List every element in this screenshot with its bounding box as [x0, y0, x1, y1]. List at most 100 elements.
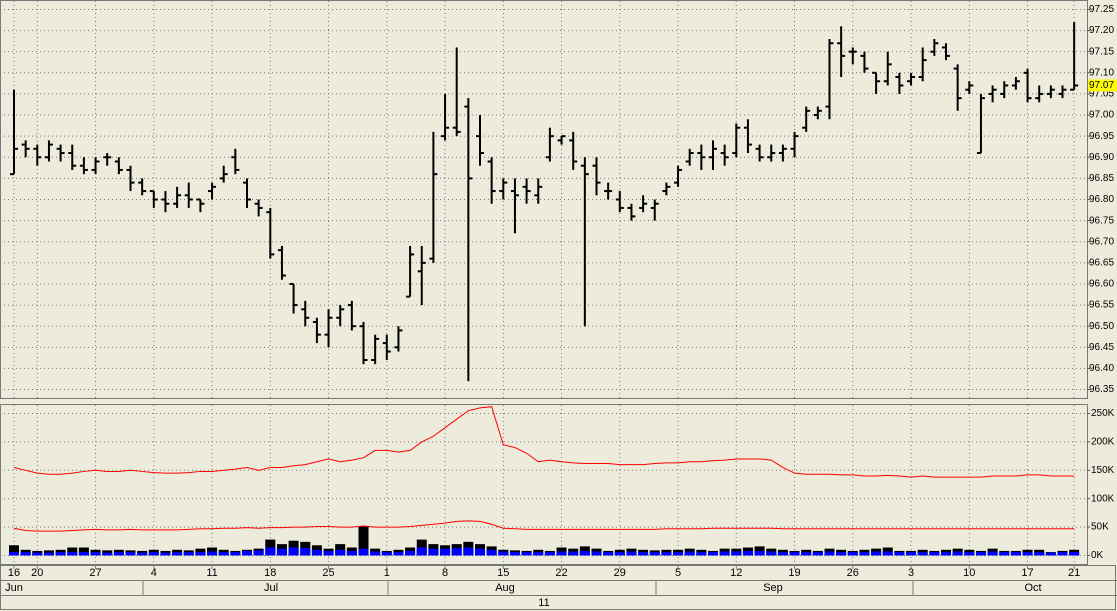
x-tick-label: 25	[322, 567, 334, 579]
y-tick-label: 50K	[1091, 522, 1109, 533]
volume-panel	[0, 404, 1088, 565]
volume-bar	[416, 547, 427, 556]
x-tick-label: 16	[8, 567, 20, 579]
volume-bar	[405, 550, 416, 556]
volume-bar	[183, 552, 194, 556]
y-tick-label: 96.50	[1089, 321, 1114, 332]
volume-bar	[754, 550, 765, 556]
volume-bar	[742, 550, 753, 556]
x-tick-label: 21	[1068, 567, 1080, 579]
y-tick-label: 96.40	[1089, 363, 1114, 374]
volume-bar	[812, 552, 823, 556]
volume-bar	[941, 552, 951, 556]
x-tick-label: 26	[847, 567, 859, 579]
volume-bar	[276, 548, 287, 556]
y-tick-label: 250K	[1091, 408, 1115, 419]
month-label: Jul	[264, 582, 278, 594]
volume-bar	[55, 552, 66, 556]
volume-bar	[1057, 552, 1068, 556]
y-tick-label: 0K	[1091, 550, 1104, 561]
y-tick-label: 150K	[1091, 465, 1115, 476]
y-tick-label: 200K	[1091, 437, 1115, 448]
x-tick-label: 18	[264, 567, 276, 579]
volume-bar	[952, 551, 963, 556]
last-value-box	[1088, 79, 1117, 92]
y-tick-label: 96.90	[1089, 152, 1114, 163]
y-tick-label: 97.05	[1089, 89, 1114, 100]
volume-bar	[67, 552, 78, 556]
y-tick-label: 96.35	[1089, 384, 1114, 395]
volume-bar	[614, 552, 625, 556]
x-tick-label: 17	[1021, 567, 1033, 579]
volume-bar	[591, 551, 602, 556]
x-tick-label: 19	[788, 567, 800, 579]
volume-bar	[242, 550, 252, 556]
volume-bar	[917, 552, 928, 556]
volume-bar	[451, 548, 462, 556]
date-axis	[0, 565, 1116, 610]
x-tick-label: 22	[555, 567, 567, 579]
month-label: Jun	[5, 582, 23, 594]
y-tick-label: 97.15	[1089, 46, 1114, 57]
volume-bar	[661, 552, 672, 556]
volume-bar	[871, 551, 882, 556]
volume-bar	[160, 552, 171, 556]
volume-bar	[929, 552, 940, 556]
volume-bar	[195, 552, 206, 556]
volume-bar	[475, 548, 485, 556]
month-label: Oct	[1024, 582, 1041, 594]
volume-bar	[486, 549, 497, 556]
volume-bar	[498, 551, 509, 556]
volume-bar	[230, 552, 241, 556]
volume-bar	[78, 547, 89, 556]
volume-bar	[789, 552, 800, 556]
volume-bar	[1034, 552, 1045, 556]
volume-bar	[766, 551, 777, 556]
y-tick-label: 96.65	[1089, 257, 1114, 268]
volume-bar	[568, 551, 579, 556]
y-tick-label: 97.20	[1089, 25, 1114, 36]
y-tick-label: 100K	[1091, 493, 1115, 504]
volume-bar	[882, 551, 893, 556]
volume-bar	[708, 552, 718, 556]
x-tick-label: 20	[31, 567, 43, 579]
volume-bar	[1010, 552, 1021, 556]
volume-bar	[311, 549, 322, 556]
volume-bar	[335, 549, 346, 556]
month-label: Sep	[763, 582, 783, 594]
y-tick-label: 97.00	[1089, 110, 1114, 121]
volume-bar	[556, 551, 567, 556]
volume-bar	[999, 552, 1010, 556]
x-tick-label: 8	[442, 567, 448, 579]
volume-bar	[975, 552, 986, 556]
volume-bar	[195, 548, 206, 556]
volume-bar	[521, 552, 532, 556]
volume-bar	[393, 552, 404, 556]
volume-bar	[440, 548, 451, 556]
volume-bar	[102, 552, 113, 556]
y-tick-label: 96.45	[1089, 342, 1114, 353]
x-tick-label: 29	[614, 567, 626, 579]
volume-bar	[1045, 552, 1056, 556]
volume-bar	[1022, 552, 1033, 556]
volume-bar	[894, 552, 905, 556]
volume-bar	[113, 552, 124, 556]
y-tick-label: 96.55	[1089, 300, 1114, 311]
volume-bar	[172, 552, 183, 556]
volume-bar	[78, 552, 89, 556]
volume-bar	[358, 525, 369, 556]
volume-bar	[731, 551, 742, 556]
volume-bar	[428, 548, 439, 556]
y-tick-label: 96.80	[1089, 194, 1114, 205]
volume-bar	[836, 552, 847, 556]
volume-bar	[673, 552, 684, 556]
volume-bar	[649, 552, 660, 556]
y-tick-label: 97.25	[1089, 4, 1114, 15]
volume-bar	[358, 548, 369, 556]
volume-bar	[32, 552, 43, 556]
volume-average-line	[13, 406, 1075, 478]
volume-bar	[579, 550, 590, 556]
x-tick-label: 10	[963, 567, 975, 579]
x-tick-label: 12	[730, 567, 742, 579]
volume-bar	[9, 545, 19, 556]
